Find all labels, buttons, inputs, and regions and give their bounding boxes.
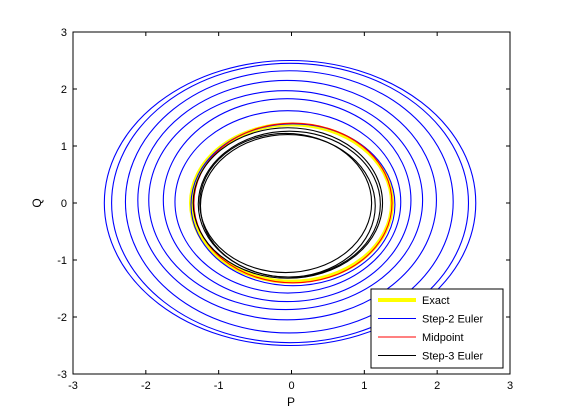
y-tick-label: 2 [61, 84, 67, 96]
legend-label-2: Midpoint [422, 332, 464, 344]
x-tick-label: 2 [434, 380, 440, 392]
series-3 [192, 127, 384, 279]
x-tick-label: 1 [361, 380, 367, 392]
x-tick-label: 0 [288, 380, 294, 392]
series-1-orbit-2 [162, 98, 412, 303]
x-axis-label: P [287, 395, 295, 409]
series-layer [103, 59, 477, 347]
y-tick-label: 1 [61, 141, 67, 153]
legend: Exact Step-2 Euler Midpoint Step-3 Euler [370, 288, 504, 369]
series-1-orbit-7 [103, 59, 477, 347]
legend-label-0: Exact [422, 295, 450, 307]
series-3-orbit-3 [199, 132, 373, 274]
series-1-orbit-3 [148, 90, 424, 311]
series-1-orbit-5 [124, 70, 454, 334]
x-tick-label: -1 [214, 380, 224, 392]
series-1-orbit-4 [137, 79, 437, 321]
y-tick-label: 3 [61, 27, 67, 39]
legend-label-1: Step-2 Euler [422, 314, 483, 326]
legend-box [370, 288, 504, 369]
y-tick-label: 0 [61, 198, 67, 210]
legend-label-3: Step-3 Euler [422, 351, 483, 363]
series-3-orbit-2 [199, 134, 376, 278]
x-tick-label: -3 [68, 380, 78, 392]
series-1 [103, 59, 477, 347]
y-tick-label: -1 [57, 255, 67, 267]
x-tick-label: -2 [141, 380, 151, 392]
ticks-layer: -3 -2 -1 0 1 2 3 -3 -2 -1 0 1 2 3 [57, 27, 513, 392]
series-1-orbit-1 [174, 110, 402, 294]
series-1-orbit-0 [190, 123, 396, 287]
y-tick-label: -3 [57, 369, 67, 381]
x-tick-label: 3 [507, 380, 513, 392]
y-tick-label: -2 [57, 312, 67, 324]
series-3-orbit-0 [192, 127, 384, 279]
series-2-orbit-0 [193, 122, 393, 284]
y-axis-label: Q [30, 198, 44, 207]
series-2 [193, 122, 393, 284]
series-1-orbit-6 [111, 62, 470, 344]
